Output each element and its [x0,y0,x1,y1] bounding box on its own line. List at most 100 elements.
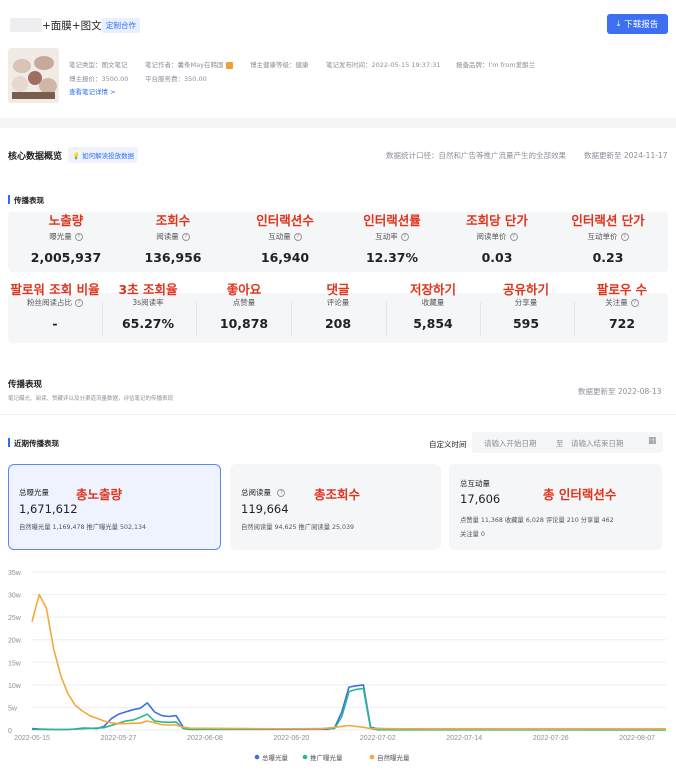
card-interactions-kr: 총 인터랙션수 [543,487,617,502]
note-thumbnail-image [8,48,59,103]
metric-value: 12.37% [365,250,419,265]
metric-kr-label: 팔로우 수 [596,282,648,297]
core-updated: 数据更新至 2024-11-17 [584,151,668,160]
x-tick-label: 2022-05-15 [14,735,50,742]
metric-value: 722 [608,316,636,331]
card-interactions-detail: 点赞量 11,368 收藏量 6,028 评论量 210 分享量 462 [460,517,614,524]
legend-label: 总曝光量 [262,753,289,762]
reported-brand: 报备品牌：I'm from爱酿兰 [456,61,536,69]
metric-kr-label: 조회수 [155,213,191,228]
summary-card-exposure[interactable] [8,464,221,550]
note-author-text[interactable]: 笔记作者：薯条May在韩国 [145,61,224,69]
metric-kr-label: 인터랙션수 [256,213,314,228]
note-title[interactable]: +面膜+图文 > [42,20,114,32]
metric-value: 16,940 [260,250,310,265]
card-reads-value: 119,664 [241,502,289,516]
metric-divider [291,302,292,336]
metric-kr-label: 3초 조회율 [118,282,178,297]
how-to-read-link[interactable]: 💡 如何解读投放数据 [68,147,139,163]
metric-kr-label: 노출량 [48,213,84,228]
card-interactions-detail2: 关注量 0 [460,531,485,538]
metric-value: 208 [324,316,352,331]
card-exposure-label: 总曝光量 [19,488,49,497]
section-divider [0,118,676,128]
custom-cooperation-tag: 定制合作 [102,18,140,33]
metric-value: - [52,316,58,331]
metric-label-text: 互动率 [375,232,398,241]
end-date-input[interactable]: 请输入结束日期 [571,439,624,448]
how-to-read-label: 如何解读投放数据 [82,152,135,160]
metric-label-text: 阅读量 [156,232,179,241]
metric-label-text: 点赞量 [232,298,256,307]
card-exposure-detail: 自然曝光量 1,169,478 推广曝光量 502,134 [19,524,147,531]
metric-divider [196,302,197,336]
y-tick-label: 15w [8,660,22,667]
help-icon[interactable]: ? [75,299,83,307]
title-redacted-block [10,18,42,32]
metric-value: 65.27% [121,316,175,331]
spread-title: 传播表现 [8,380,43,390]
metric-label-text: 评论量 [326,298,350,307]
recent-title: 近期传播表现 [14,439,59,448]
help-icon[interactable]: ? [74,233,83,241]
note-type: 笔记类型：图文笔记 [69,61,128,69]
help-icon[interactable]: ? [293,233,302,241]
metrics-row-2 [8,293,668,343]
metric-label: 阅读量? [123,231,223,242]
spread-subtitle: 笔记曝光、阅读、赞藏评以及分渠道流量数据，评估笔记的传播表现 [8,396,174,402]
y-tick-label: 10w [8,683,22,690]
metric-label: 收藏量 [383,297,483,308]
metric-label: 点赞量 [194,297,294,308]
metric-label-text: 关注量 [605,298,628,307]
blogger-quote: 博主报价：3500.00 [69,75,129,83]
download-report-label: 下载报告 [624,20,659,30]
help-icon[interactable]: ? [630,299,639,307]
spread-section-marker [8,195,10,204]
metric-label: 评论量 [288,297,388,308]
spread-section-label: 传播表现 [14,196,44,205]
metric-value: 0.23 [592,250,624,265]
note-thumbnail[interactable] [8,48,59,103]
legend-dot [302,754,308,760]
metric-kr-label: 조회당 단가 [466,213,528,228]
x-tick-label: 2022-07-14 [446,735,482,742]
legend-dot [254,754,260,760]
y-tick-label: 20w [8,638,22,645]
card-exposure-kr: 총노출량 [76,487,123,502]
help-icon[interactable]: ? [509,233,518,241]
metric-label: 互动率? [342,231,442,242]
start-date-input[interactable]: 请输入开始日期 [484,439,537,448]
y-tick-label: 35w [8,570,22,577]
lightbulb-icon: 💡 [72,152,81,160]
help-icon[interactable]: ? [277,489,286,497]
date-separator: 至 [556,439,564,448]
metric-kr-label: 저장하기 [409,282,456,297]
card-reads-kr: 총조회수 [314,487,361,502]
summary-card-interactions[interactable] [449,464,662,550]
legend-dot [369,754,375,760]
metric-value: 2,005,937 [30,250,102,265]
metric-value: 10,878 [219,316,269,331]
help-icon[interactable]: ? [400,233,409,241]
view-note-detail-link[interactable]: 查看笔记详情 > [69,88,116,96]
platform-fee: 平台服务费：350.00 [145,75,207,83]
help-icon[interactable]: ? [620,233,629,241]
metric-divider [101,302,103,336]
metric-label: 互动量? [235,231,335,242]
calendar-icon[interactable]: ▦ [648,436,657,446]
metric-value: 136,956 [144,250,202,265]
help-icon[interactable]: ? [181,233,190,241]
metric-label: 曝光量? [16,231,116,242]
legend-label: 推广曝光量 [310,753,343,762]
note-publish-time: 笔记发布时间：2022-05-15 19:37:31 [326,61,441,69]
metric-kr-label: 공유하기 [502,282,549,297]
summary-card-reads[interactable] [230,464,441,550]
download-report-button[interactable]: ⤓ 下载报告 [607,14,668,34]
metric-label: 关注量? [572,297,672,308]
x-tick-label: 2022-07-26 [533,735,569,742]
metric-divider [385,302,387,336]
metric-label: 互动单价? [558,231,658,242]
date-range-picker[interactable] [472,432,663,453]
legend-label: 自然曝光量 [377,753,410,762]
